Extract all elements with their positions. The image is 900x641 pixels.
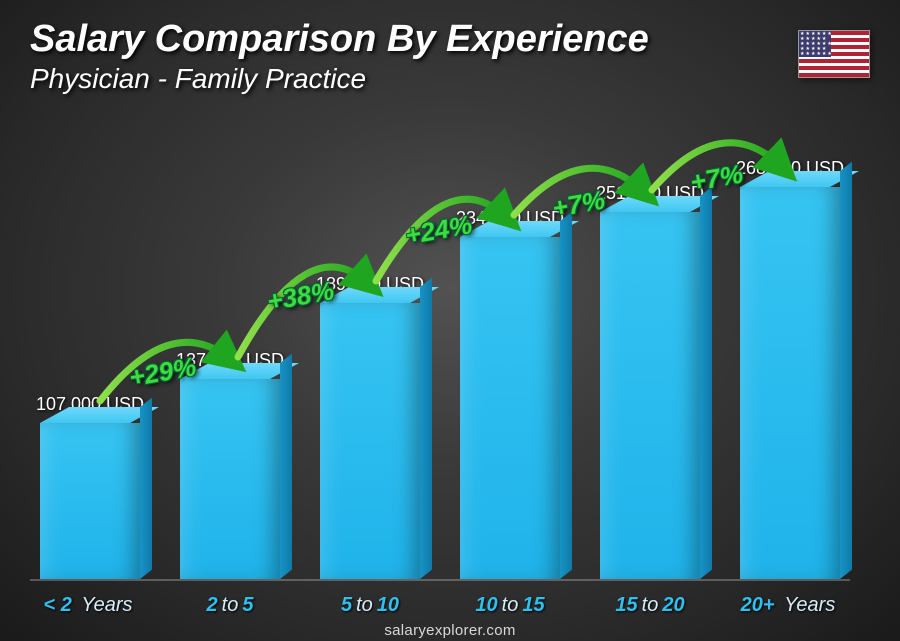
bar — [460, 237, 560, 579]
bar — [180, 379, 280, 579]
title-block: Salary Comparison By Experience Physicia… — [30, 18, 649, 95]
x-axis-label: < 2 Years — [30, 594, 150, 617]
x-axis-label: 20+ Years — [730, 594, 850, 617]
x-axis-label: 2to5 — [170, 594, 290, 617]
watermark: salaryexplorer.com — [0, 622, 900, 639]
bar-slot: 251,000 USD — [590, 183, 710, 579]
bar-slot: 234,000 USD — [450, 208, 570, 579]
page-title: Salary Comparison By Experience — [30, 18, 649, 61]
x-axis: < 2 Years 2to5 5to10 10to15 15to20 20+ Years — [30, 594, 850, 617]
bar-slot: 189,000 USD — [310, 274, 430, 579]
salary-bar-chart: 107,000 USD137,000 USD189,000 USD234,000… — [30, 111, 850, 581]
bar — [740, 187, 840, 579]
x-axis-label: 15to20 — [590, 594, 710, 617]
page-subtitle: Physician - Family Practice — [30, 63, 649, 95]
bar-slot: 268,000 USD — [730, 158, 850, 579]
x-axis-label: 5to10 — [310, 594, 430, 617]
bar — [320, 303, 420, 579]
bar — [600, 212, 700, 579]
bar-slot: 107,000 USD — [30, 394, 150, 579]
bar — [40, 423, 140, 579]
country-flag-icon: ★★★★★★★★★★★★★★★★★★★★★★★★★★★★ — [798, 30, 870, 78]
x-axis-label: 10to15 — [450, 594, 570, 617]
bar-slot: 137,000 USD — [170, 350, 290, 579]
